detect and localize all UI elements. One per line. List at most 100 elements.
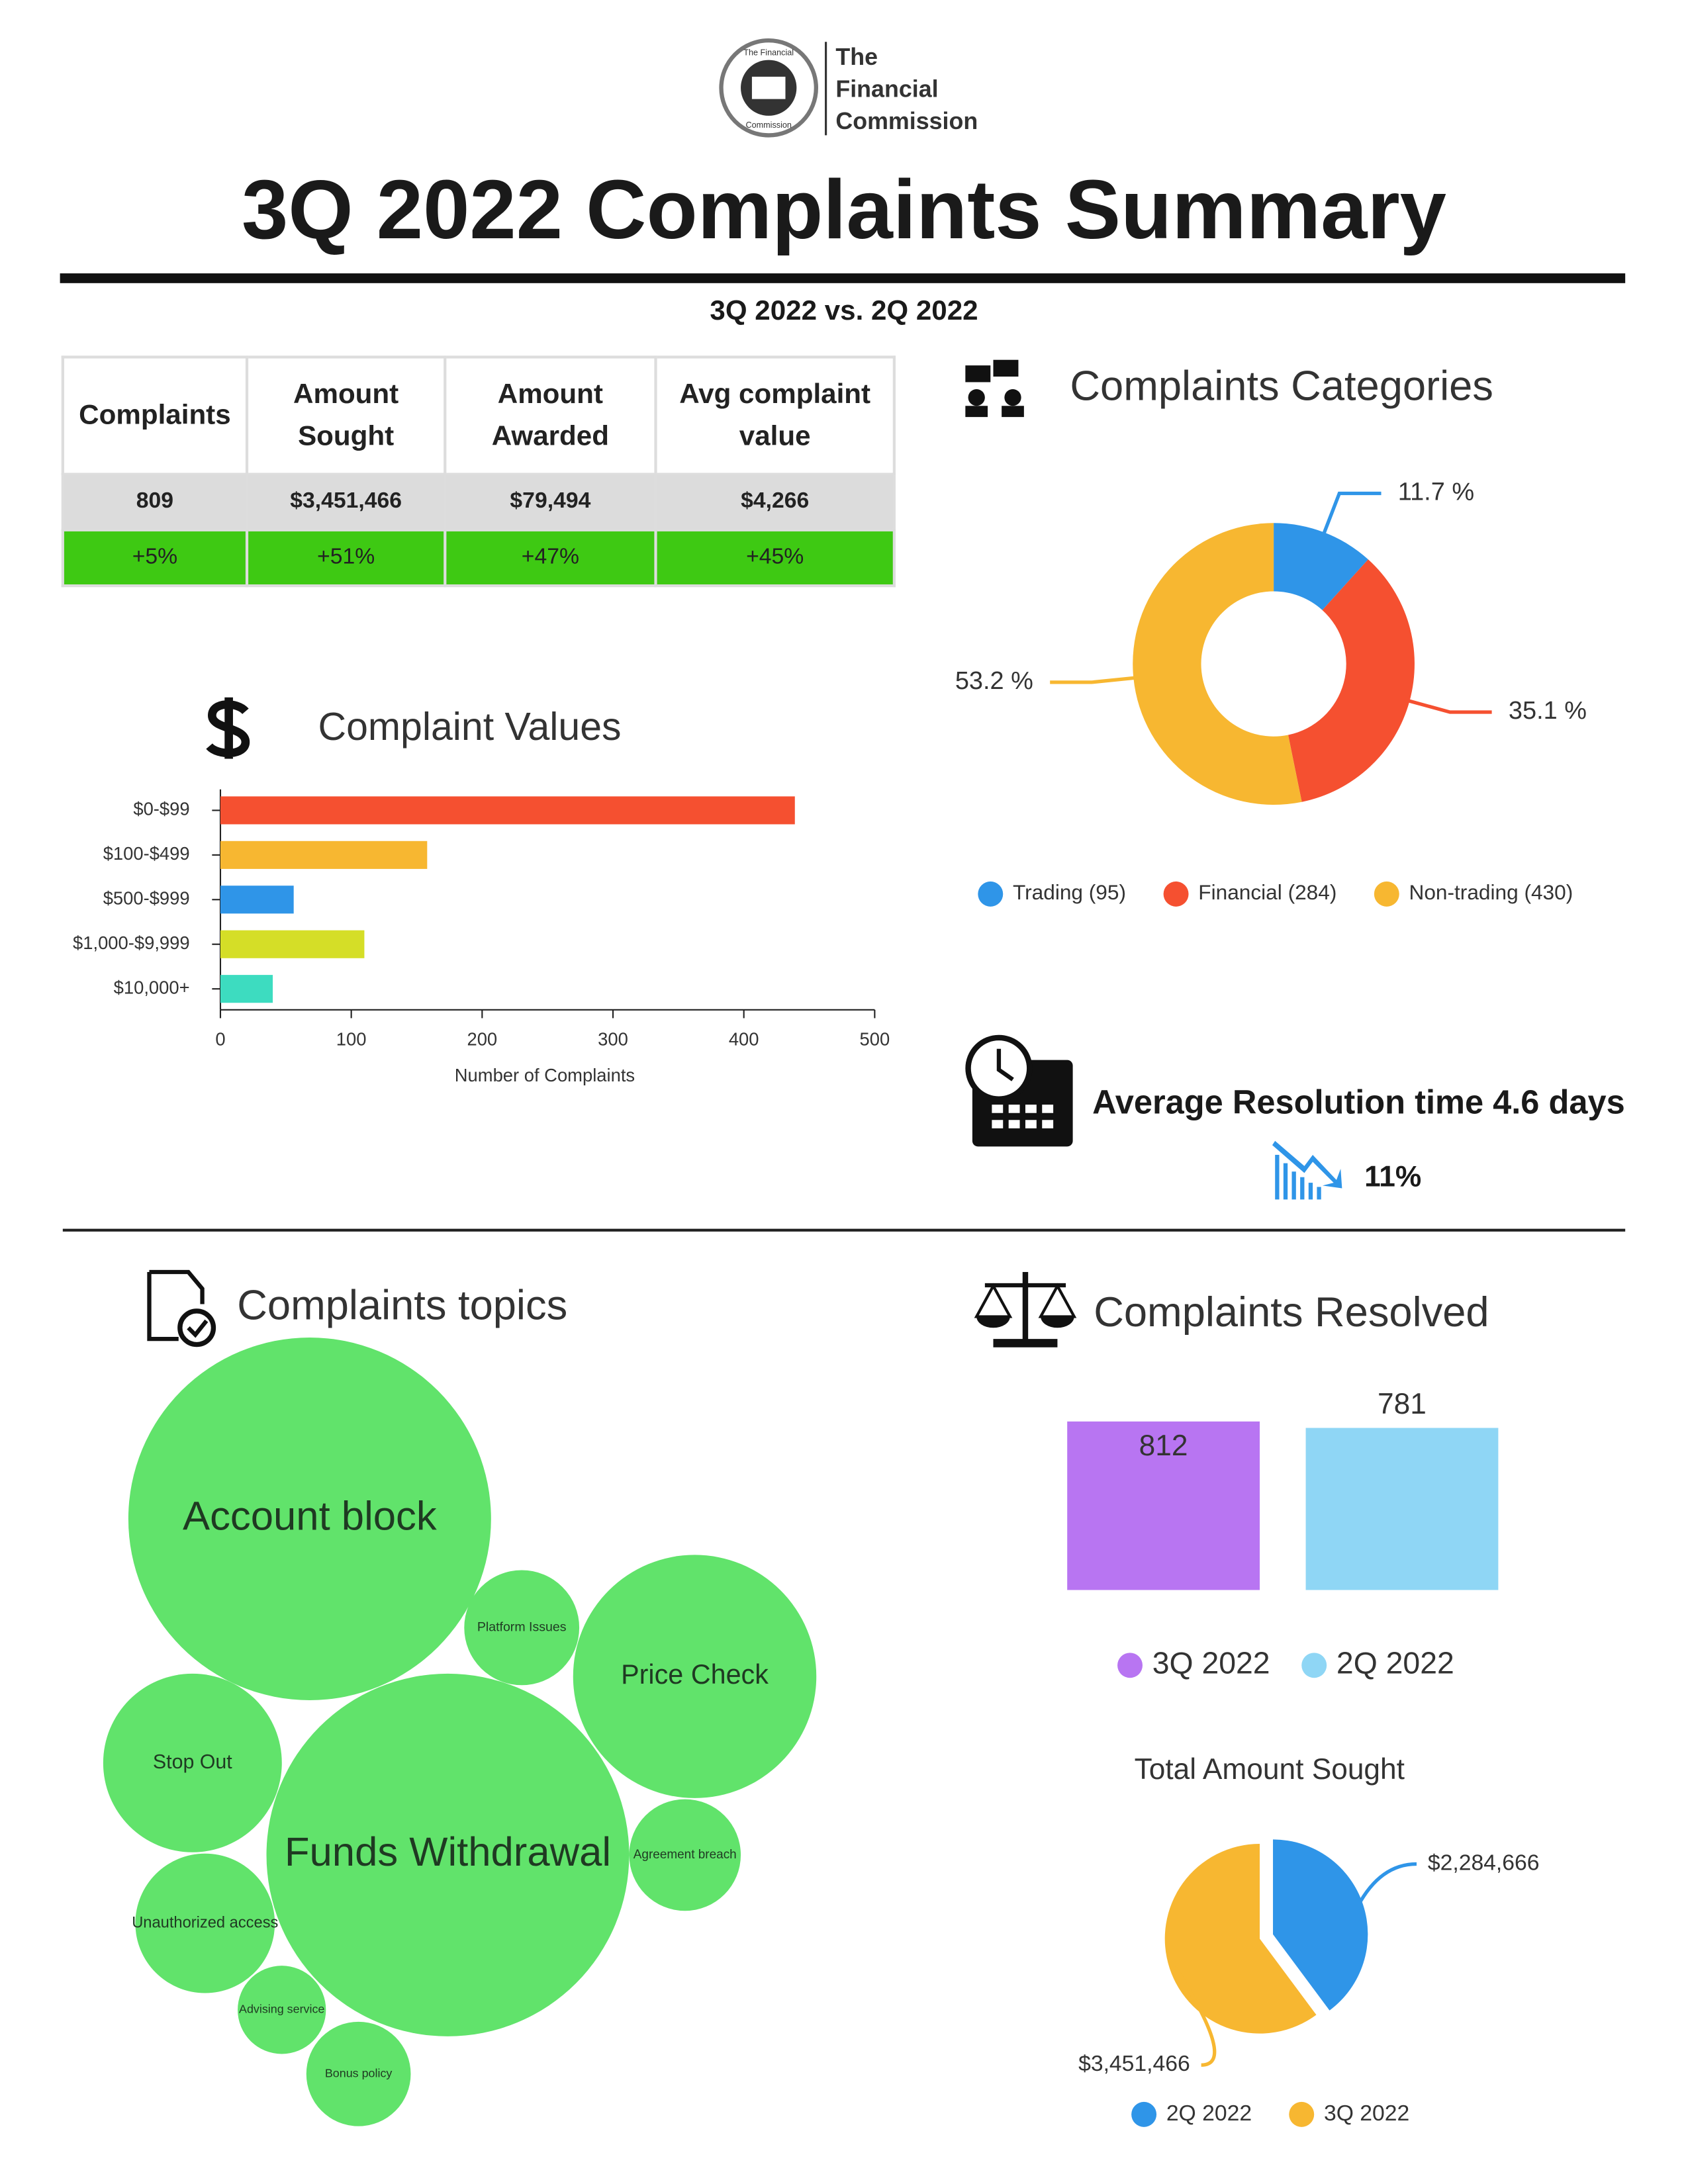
resolution-text: Average Resolution time 4.6 days [1092,1083,1625,1120]
leader-line [1050,676,1139,684]
x-tick-label: 300 [598,1028,628,1049]
legend-label: 3Q 2022 [1152,1646,1270,1680]
bubble [238,1966,326,2054]
table-cell: $4,266 [654,473,896,531]
logo-text: Financial [835,75,938,102]
title-rule [60,273,1626,283]
resolution-icon [965,1034,1073,1147]
table-cell: +47% [444,528,657,588]
y-tick-label: $0-$99 [133,799,189,819]
legend-dot [978,881,1004,907]
chart-title: Complaint Values [318,705,621,749]
column-header: Amount Sought [245,355,447,476]
legend-dot [1163,881,1189,907]
seal-bottom: Commission [745,120,791,130]
document-icon [147,1269,216,1347]
logo-text: The [835,44,878,70]
donut-slice [1133,523,1302,805]
resolution-change: 11% [1364,1160,1421,1193]
legend-dot [1289,2101,1315,2127]
bubble [629,1799,741,1911]
pie-slice [1273,1839,1368,2011]
legend-dot [1301,1653,1327,1678]
chart-title: Complaints Categories [1070,363,1493,410]
bubble [306,2021,411,2126]
y-tick-label: $10,000+ [114,977,190,997]
bubble-label: Account block [183,1493,437,1539]
legend-label: 2Q 2022 [1336,1646,1454,1680]
bar [220,886,294,914]
leader-line [1403,698,1492,714]
bubble [103,1673,282,1852]
pie-slice [1164,1844,1317,2034]
section-rule [62,1228,1626,1232]
chart-title: Total Amount Sought [1135,1753,1405,1786]
bar [220,796,795,825]
value-label: 35.1 % [1509,697,1587,725]
bar [1067,1421,1260,1590]
bubble-label: Platform Issues [477,1620,567,1635]
y-tick-label: $1,000-$9,999 [73,933,190,953]
table-cell: $3,451,466 [245,473,447,531]
x-tick-label: 200 [467,1028,497,1049]
x-tick-label: 100 [336,1028,367,1049]
bubble-label: Unauthorized access [132,1914,278,1931]
scales-icon [974,1271,1077,1347]
bubble [128,1338,491,1700]
legend-label: 3Q 2022 [1324,2101,1409,2126]
seal-top: The Financial [743,48,794,57]
legend-label: 2Q 2022 [1166,2101,1252,2126]
value-label: $2,284,666 [1428,1850,1540,1875]
donut-slice [1274,523,1368,610]
chart-title: Complaints topics [237,1282,567,1328]
logo-text: Commission [835,108,978,134]
value-label: 53.2 % [955,667,1033,695]
table-row: +5% +51% +47% +45% [61,528,896,588]
x-tick-label: 400 [729,1028,759,1049]
bubble-label: Advising service [239,2003,324,2016]
donut-slice [1288,559,1415,802]
dollar-icon [206,697,250,759]
column-header: Amount Awarded [444,355,657,476]
value-label: 812 [1139,1430,1188,1462]
table-cell: +5% [61,528,249,588]
bar [1305,1428,1499,1590]
column-header: Avg complaint value [654,355,896,476]
trend-down-icon [1272,1140,1342,1200]
y-tick-label: $500-$999 [103,888,190,909]
y-tick-label: $100-$499 [103,843,190,864]
page-title: 3Q 2022 Complaints Summary [242,163,1446,256]
table-row: 809 $3,451,466 $79,494 $4,266 [61,473,896,531]
x-axis-label: Number of Complaints [455,1065,635,1085]
legend-dot [1374,881,1399,907]
value-label: 11.7 % [1398,478,1474,506]
bubble [464,1570,580,1686]
bubble [573,1555,817,1798]
subtitle: 3Q 2022 vs. 2Q 2022 [710,295,978,326]
table-cell: +51% [245,528,447,588]
bubble-label: Price Check [621,1659,769,1690]
table-cell: +45% [654,528,896,588]
legend-dot [1131,2101,1157,2127]
legend-label: Financial (284) [1198,880,1336,904]
leader-line [1321,491,1382,539]
table-header: Complaints Amount Sought Amount Awarded … [61,355,896,476]
bubble-label: Funds Withdrawal [285,1829,611,1875]
column-header: Complaints [61,355,249,476]
bubble [266,1673,630,2036]
bar [220,975,273,1003]
table-cell: $79,494 [444,473,657,531]
bubble-label: Stop Out [153,1751,232,1773]
bubble-label: Bonus policy [325,2066,393,2079]
bar [220,841,428,869]
bar [220,930,365,958]
bubble-label: Agreement breach [633,1848,737,1862]
bubble [135,1853,275,1993]
legend-dot [1117,1653,1143,1678]
chart-title: Complaints Resolved [1094,1289,1489,1336]
table-cell: 809 [61,473,249,531]
categories-icon [965,359,1024,418]
